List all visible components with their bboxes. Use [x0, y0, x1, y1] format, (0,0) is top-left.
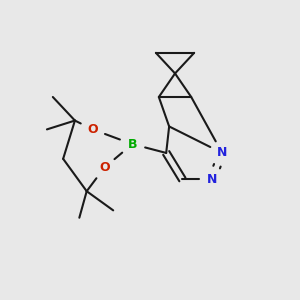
- Text: N: N: [207, 173, 217, 186]
- Text: O: O: [87, 123, 98, 136]
- Text: N: N: [217, 146, 227, 159]
- Text: B: B: [128, 138, 137, 151]
- Text: O: O: [99, 161, 110, 174]
